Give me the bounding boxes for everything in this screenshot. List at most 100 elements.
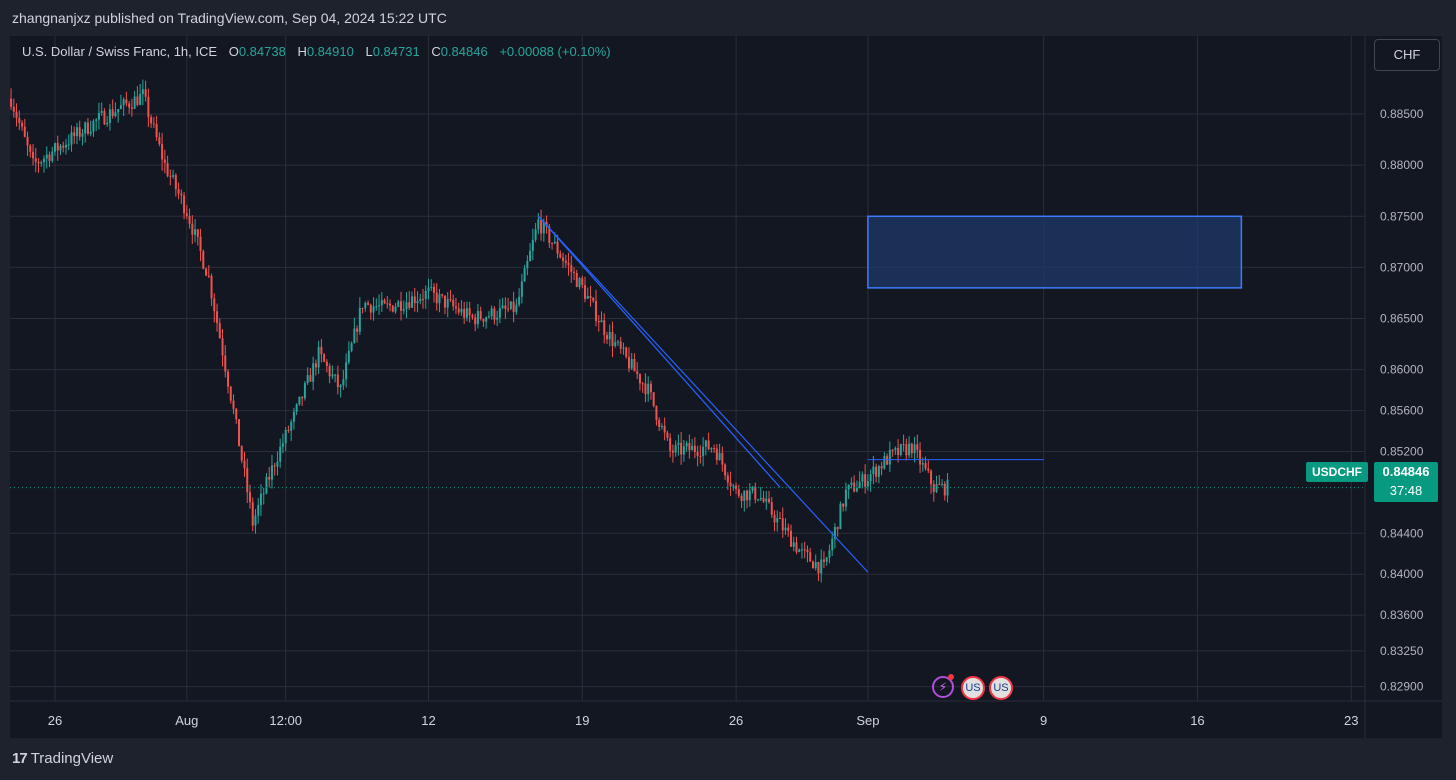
lightning-event-icon[interactable]: ⚡ — [932, 676, 954, 698]
tradingview-brand[interactable]: 17 TradingView — [12, 750, 113, 767]
us-flag-event-icon[interactable]: US — [989, 676, 1013, 700]
candle-body — [644, 383, 647, 395]
candle-body — [216, 311, 219, 324]
close-value: 0.84846 — [440, 44, 488, 59]
candle-body — [248, 492, 251, 503]
candle-body — [762, 497, 765, 502]
candle-body — [441, 294, 444, 296]
candle-body — [424, 291, 427, 299]
candle-body — [888, 449, 891, 465]
low-label: L — [365, 44, 373, 59]
candle-body — [523, 268, 526, 282]
candle-body — [400, 301, 403, 311]
candle-body — [23, 126, 26, 137]
candle-body — [735, 485, 738, 490]
candle-body — [847, 484, 850, 490]
candle-body — [688, 443, 691, 451]
candle-body — [754, 486, 757, 500]
candle-body — [166, 162, 169, 176]
candle-body — [858, 481, 861, 489]
candle-body — [875, 466, 878, 477]
candle-body — [485, 317, 488, 322]
publish-header: zhangnanjxz published on TradingView.com… — [0, 0, 1456, 36]
candle-body — [270, 465, 273, 480]
candle-body — [669, 437, 672, 451]
candle-body — [435, 292, 438, 304]
candle-body — [59, 145, 62, 151]
candle-body — [180, 193, 183, 196]
candle-body — [751, 486, 754, 491]
candle-body — [397, 301, 400, 307]
candle-body — [336, 374, 339, 388]
candle-body — [51, 151, 54, 161]
candle-body — [114, 112, 117, 117]
candle-body — [389, 303, 392, 306]
candle-body — [243, 460, 246, 469]
currency-button[interactable]: CHF — [1374, 39, 1440, 71]
time-axis-label: 12 — [421, 713, 435, 728]
candle-body — [237, 419, 240, 447]
candle-body — [276, 461, 279, 467]
candle-body — [125, 99, 128, 104]
low-value: 0.84731 — [372, 44, 420, 59]
candle-body — [647, 383, 650, 395]
candle-body — [551, 242, 554, 244]
candle-body — [520, 281, 523, 297]
candle-body — [144, 89, 147, 97]
candle-body — [567, 262, 570, 266]
candle-body — [292, 411, 295, 422]
candle-body — [301, 396, 304, 399]
high-value: 0.84910 — [306, 44, 354, 59]
candle-body — [174, 175, 177, 190]
candle-body — [773, 514, 776, 523]
candle-body — [658, 419, 661, 428]
candle-body — [649, 383, 652, 393]
candle-body — [188, 216, 191, 224]
candle-body — [210, 275, 213, 299]
candle-body — [562, 257, 565, 261]
candle-body — [792, 542, 795, 547]
candle-body — [768, 498, 771, 503]
candle-body — [194, 229, 197, 235]
candle-body — [369, 304, 372, 313]
candle-body — [732, 485, 735, 487]
candle-body — [776, 518, 779, 523]
candle-body — [627, 356, 630, 369]
candle-body — [476, 311, 479, 325]
candle-body — [509, 301, 512, 309]
candle-body — [603, 320, 606, 336]
candle-body — [559, 253, 562, 258]
candle-body — [103, 110, 106, 125]
candle-body — [737, 489, 740, 496]
candle-body — [295, 404, 298, 412]
us-flag-event-icon[interactable]: US — [961, 676, 985, 700]
trendline-1 — [537, 215, 869, 573]
price-axis-label: 0.82900 — [1380, 680, 1424, 694]
candle-body — [221, 338, 224, 356]
chart-pane[interactable]: 0.88500 0.88000 0.87500 0.87000 0.86500 0.860… — [10, 36, 1442, 738]
candle-body — [136, 96, 139, 105]
open-value: 0.84738 — [238, 44, 286, 59]
candle-body — [833, 527, 836, 539]
candlestick-chart[interactable]: 0.88500 0.88000 0.87500 0.87000 0.86500 0.860… — [10, 36, 1442, 738]
candle-body — [921, 463, 924, 465]
candle-body — [323, 354, 326, 362]
candle-body — [152, 123, 155, 125]
candle-body — [95, 119, 98, 121]
candle-body — [457, 308, 460, 313]
candle-body — [320, 346, 323, 355]
publisher-text: zhangnanjxz published on TradingView.com… — [12, 10, 447, 26]
candle-body — [740, 495, 743, 501]
candle-body — [498, 307, 501, 318]
candle-body — [108, 109, 111, 123]
candle-body — [463, 308, 466, 318]
candle-body — [850, 482, 853, 485]
candle-body — [350, 343, 353, 351]
candle-body — [97, 112, 100, 120]
candle-body — [864, 474, 867, 487]
candle-body — [106, 122, 109, 125]
candle-body — [306, 375, 309, 383]
candle-body — [202, 251, 205, 269]
candle-body — [427, 287, 430, 292]
candle-body — [70, 132, 73, 145]
